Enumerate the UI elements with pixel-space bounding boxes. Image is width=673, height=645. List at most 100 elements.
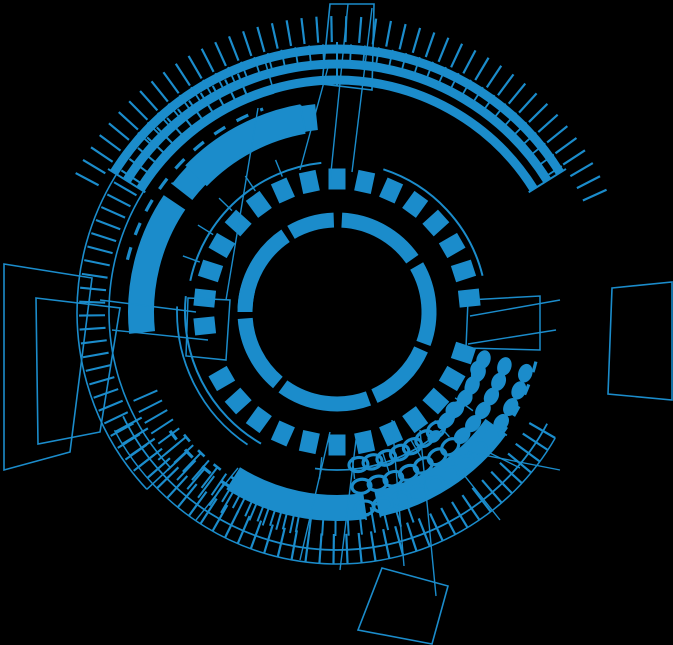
leader-line-7 xyxy=(467,329,557,345)
dot-filled xyxy=(465,414,482,433)
dash-ring-stub xyxy=(318,457,323,480)
mid-right-box xyxy=(465,295,541,351)
dash-ring-stub xyxy=(218,197,233,212)
dot-filled-small xyxy=(470,360,482,376)
bottom-tick xyxy=(522,432,549,451)
triple-arc-break-0 xyxy=(107,168,146,194)
right-outer-tick xyxy=(242,30,253,57)
dot-hollow xyxy=(347,455,370,474)
right-outer-tick xyxy=(385,20,393,47)
right-outer-tick xyxy=(358,16,363,44)
right-outer-tick xyxy=(227,36,240,62)
bottom-tick xyxy=(490,470,513,495)
dot-hollow xyxy=(426,447,448,467)
leader-line-10 xyxy=(299,431,331,561)
leader-line-1 xyxy=(351,7,373,173)
right-outer-tick xyxy=(108,122,130,141)
dash-block xyxy=(197,259,224,283)
bottom-tick xyxy=(318,533,323,564)
core-ring-segment-1 xyxy=(287,212,335,239)
bottom-tick xyxy=(345,533,349,564)
mid-tick xyxy=(220,489,236,514)
bottom-tick xyxy=(406,522,418,552)
dot-hollow xyxy=(382,469,405,488)
dot-hollow xyxy=(361,453,384,471)
bottom-tick xyxy=(187,490,208,517)
dash-block xyxy=(245,190,272,218)
dash-block xyxy=(457,288,481,308)
leader-line-15 xyxy=(451,459,501,521)
bottom-tick xyxy=(515,442,541,463)
bottom-tick xyxy=(499,462,523,485)
dot-hollow xyxy=(412,456,434,475)
dot-hollow xyxy=(388,443,411,462)
thin-guide-arc-d xyxy=(176,306,249,446)
outer-tick xyxy=(91,232,117,243)
heavy-ring-segment-0 xyxy=(128,195,186,334)
core-ring-segment-2 xyxy=(341,212,419,264)
bottom-tick xyxy=(146,457,171,479)
heavy-ring-divider-1 xyxy=(299,105,307,132)
bottom-tick xyxy=(166,475,189,499)
right-outer-tick xyxy=(537,113,559,133)
thin-guide-arc-b xyxy=(189,161,322,282)
outer-tick xyxy=(98,399,124,412)
dash-block xyxy=(379,177,404,204)
right-outer-tick xyxy=(300,18,306,45)
bottom-tick xyxy=(263,524,274,554)
leader-line-8 xyxy=(391,419,405,567)
leader-line-5 xyxy=(111,329,209,341)
dot-filled-small xyxy=(445,401,459,416)
triple-arc-break-2 xyxy=(528,168,567,194)
bottom-tick xyxy=(276,527,286,558)
dot-filled xyxy=(475,401,491,420)
dot-hollow xyxy=(439,437,461,457)
dot-filled-small xyxy=(465,376,478,391)
outer-tick xyxy=(100,206,126,219)
bottom-tick xyxy=(304,532,311,563)
right-outer-tick xyxy=(562,149,586,166)
leader-line-9 xyxy=(419,429,437,597)
bottom-tick-crossing-arc xyxy=(122,415,548,551)
leader-line-2 xyxy=(299,59,331,171)
bottom-tick xyxy=(211,504,229,532)
bottom-tick xyxy=(451,501,469,529)
right-outer-tick xyxy=(450,43,464,68)
outer-tick xyxy=(79,326,106,331)
thin-guide-arc-c xyxy=(383,168,484,276)
heavy-ring-block-top xyxy=(185,104,306,187)
dash-block xyxy=(193,316,217,336)
outer-tick xyxy=(81,272,108,279)
mid-tick xyxy=(144,409,168,424)
core-ring-segment-6 xyxy=(237,317,283,389)
dash-block xyxy=(328,434,346,456)
leader-line-3 xyxy=(225,107,259,301)
bottom-tick xyxy=(357,532,363,563)
outer-tick xyxy=(84,259,110,267)
dot-filled xyxy=(503,397,519,416)
dash-block xyxy=(224,387,252,415)
right-outer-tick xyxy=(162,71,180,94)
dash-ring-stub xyxy=(197,224,214,236)
dash-block xyxy=(402,406,429,434)
outer-tick xyxy=(87,245,113,255)
right-outer-tick xyxy=(546,125,569,144)
dash-block xyxy=(379,420,404,447)
bottom-tick xyxy=(471,487,492,513)
right-outer-tick xyxy=(582,188,608,202)
dash-block xyxy=(298,169,320,194)
outer-tick xyxy=(82,351,109,359)
dash-ring-stub xyxy=(244,175,256,192)
bottom-box xyxy=(356,567,449,645)
bottom-tick xyxy=(156,466,180,490)
mid-tick xyxy=(138,399,163,413)
heavy-ring-segment-3 xyxy=(226,467,367,521)
leader-line-13 xyxy=(195,467,239,521)
mid-tick xyxy=(182,452,202,473)
right-outer-tick xyxy=(99,134,122,152)
dot-filled xyxy=(493,413,510,432)
bottom-tick xyxy=(394,525,405,556)
outer-tick xyxy=(95,218,121,231)
dash-block xyxy=(422,387,450,415)
